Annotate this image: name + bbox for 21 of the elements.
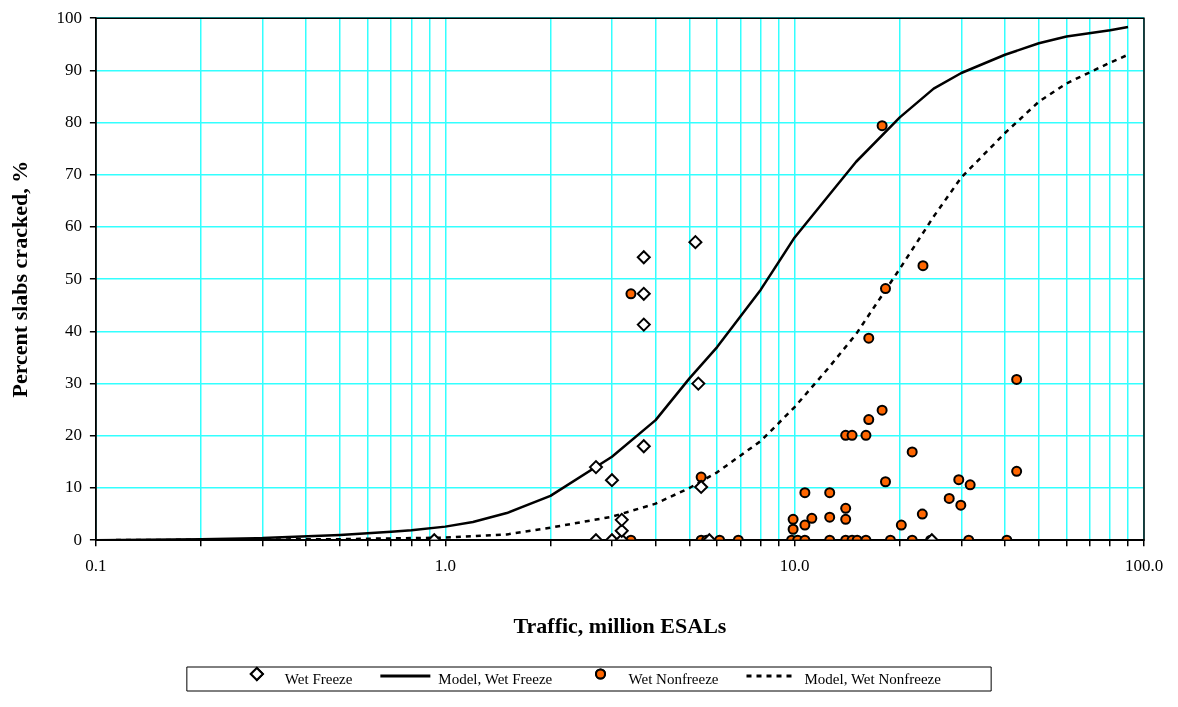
y-tick-label: 70 — [64, 164, 82, 184]
y-tick-label: 50 — [64, 268, 82, 288]
y-tick-label: 60 — [64, 216, 82, 236]
legend-label: Wet Nonfreeze — [628, 670, 719, 687]
x-axis-title: Traffic, million ESALs — [513, 613, 727, 639]
y-tick-label: 0 — [73, 529, 82, 549]
y-tick-label: 90 — [64, 59, 82, 79]
y-tick-label: 80 — [64, 112, 82, 132]
x-tick-label: 1.0 — [434, 555, 456, 575]
y-tick-label: 10 — [64, 477, 82, 497]
legend-label: Model, Wet Freeze — [438, 670, 553, 687]
legend-label: Wet Freeze — [284, 670, 353, 687]
x-tick-label: 100.0 — [1124, 555, 1164, 575]
y-tick-label: 30 — [64, 373, 82, 393]
y-tick-label: 20 — [64, 425, 82, 445]
x-tick-label: 10.0 — [779, 555, 810, 575]
x-tick-label: 0.1 — [85, 555, 107, 575]
y-axis-title: Percent slabs cracked, % — [6, 160, 32, 398]
y-tick-label: 100 — [56, 7, 82, 27]
y-tick-label: 40 — [64, 320, 82, 340]
legend-label: Model, Wet Nonfreeze — [804, 670, 942, 687]
